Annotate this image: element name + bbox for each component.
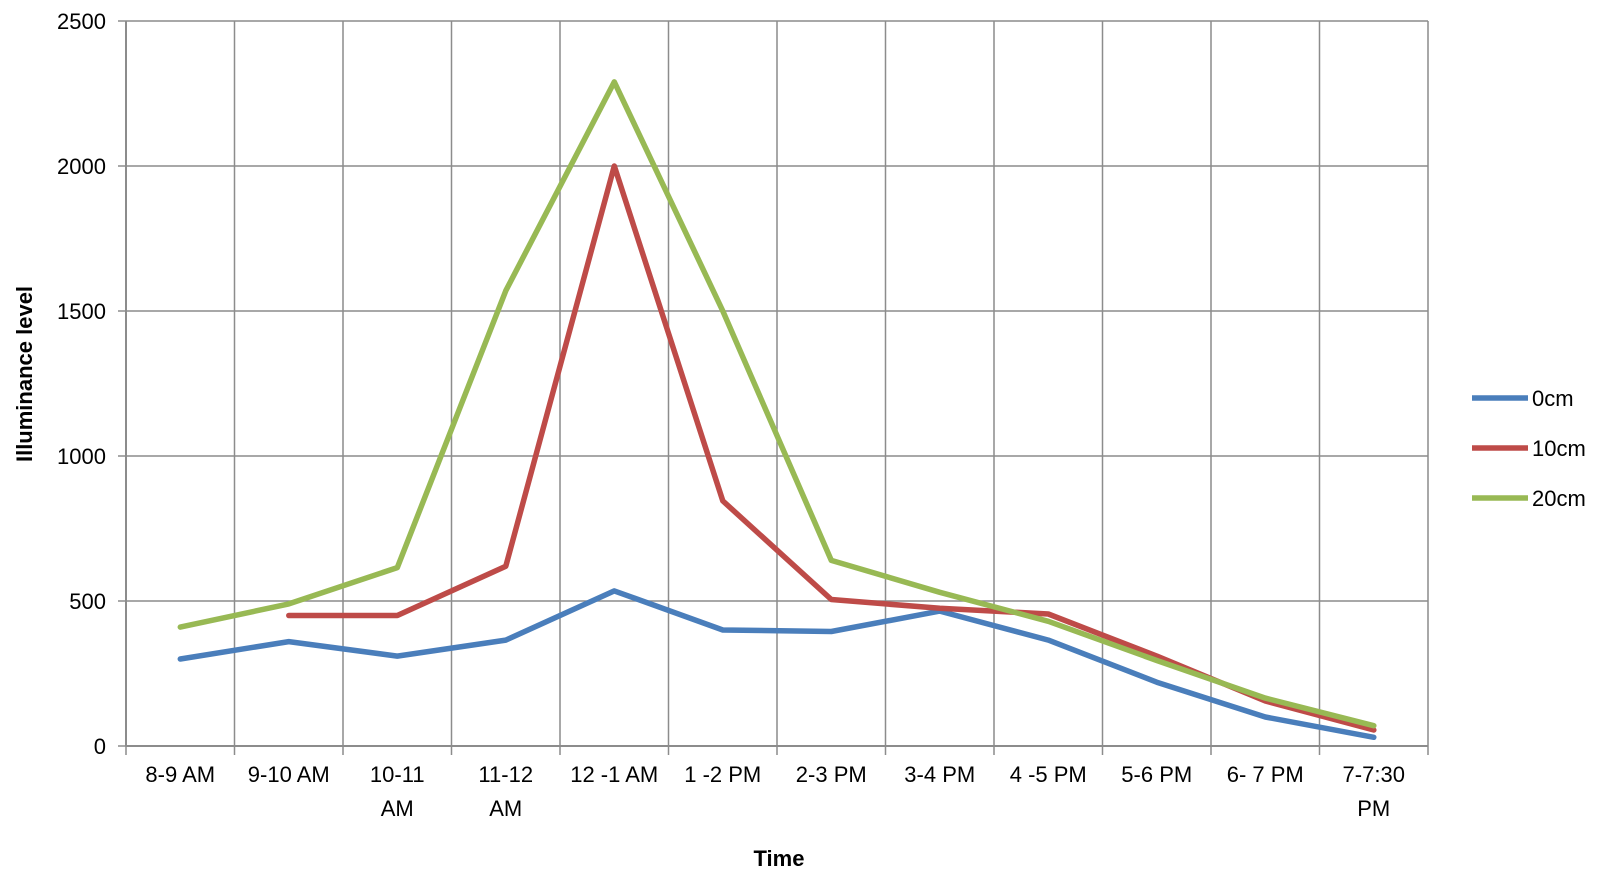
- x-tick-label-11: 7-7:30 PM: [1343, 762, 1405, 821]
- x-tick-label-7: 3-4 PM: [904, 762, 975, 787]
- x-tick-label-8: 4 -5 PM: [1010, 762, 1087, 787]
- y-tick-label-4: 2000: [57, 154, 106, 179]
- x-axis-title: Time: [754, 846, 805, 871]
- x-tick-label-4: 12 -1 AM: [570, 762, 658, 787]
- y-axis-ticks: 0 500 1000 1500 2000 2500: [57, 9, 106, 759]
- y-tick-label-3: 1500: [57, 299, 106, 324]
- x-tick-label-6: 2-3 PM: [796, 762, 867, 787]
- legend-label-10cm: 10cm: [1532, 436, 1586, 461]
- legend-label-20cm: 20cm: [1532, 486, 1586, 511]
- y-tick-label-0: 0: [94, 734, 106, 759]
- x-tick-label-2: 10-11 AM: [370, 762, 425, 821]
- x-tick-label-5: 1 -2 PM: [684, 762, 761, 787]
- x-tick-label-0: 8-9 AM: [145, 762, 215, 787]
- y-tick-label-5: 2500: [57, 9, 106, 34]
- x-tick-label-1: 9-10 AM: [248, 762, 330, 787]
- series-lines: [177, 79, 1377, 741]
- y-tick-label-1: 500: [69, 589, 106, 614]
- x-tick-label-10: 6- 7 PM: [1227, 762, 1304, 787]
- grid-lines: [118, 20, 1429, 755]
- x-tick-label-3: 11-12 AM: [478, 762, 533, 821]
- y-tick-label-2: 1000: [57, 444, 106, 469]
- y-axis-title: Illuminance level: [12, 286, 37, 462]
- legend: 0cm 10cm 20cm: [1472, 386, 1586, 511]
- legend-label-0cm: 0cm: [1532, 386, 1574, 411]
- x-axis-ticks: 8-9 AM 9-10 AM 10-11 AM 11-12 AM 12 -1 AM 1 -2 …: [145, 762, 1405, 821]
- series-line-20cm: [177, 79, 1377, 729]
- series-line-0cm: [177, 588, 1377, 741]
- x-tick-label-9: 5-6 PM: [1121, 762, 1192, 787]
